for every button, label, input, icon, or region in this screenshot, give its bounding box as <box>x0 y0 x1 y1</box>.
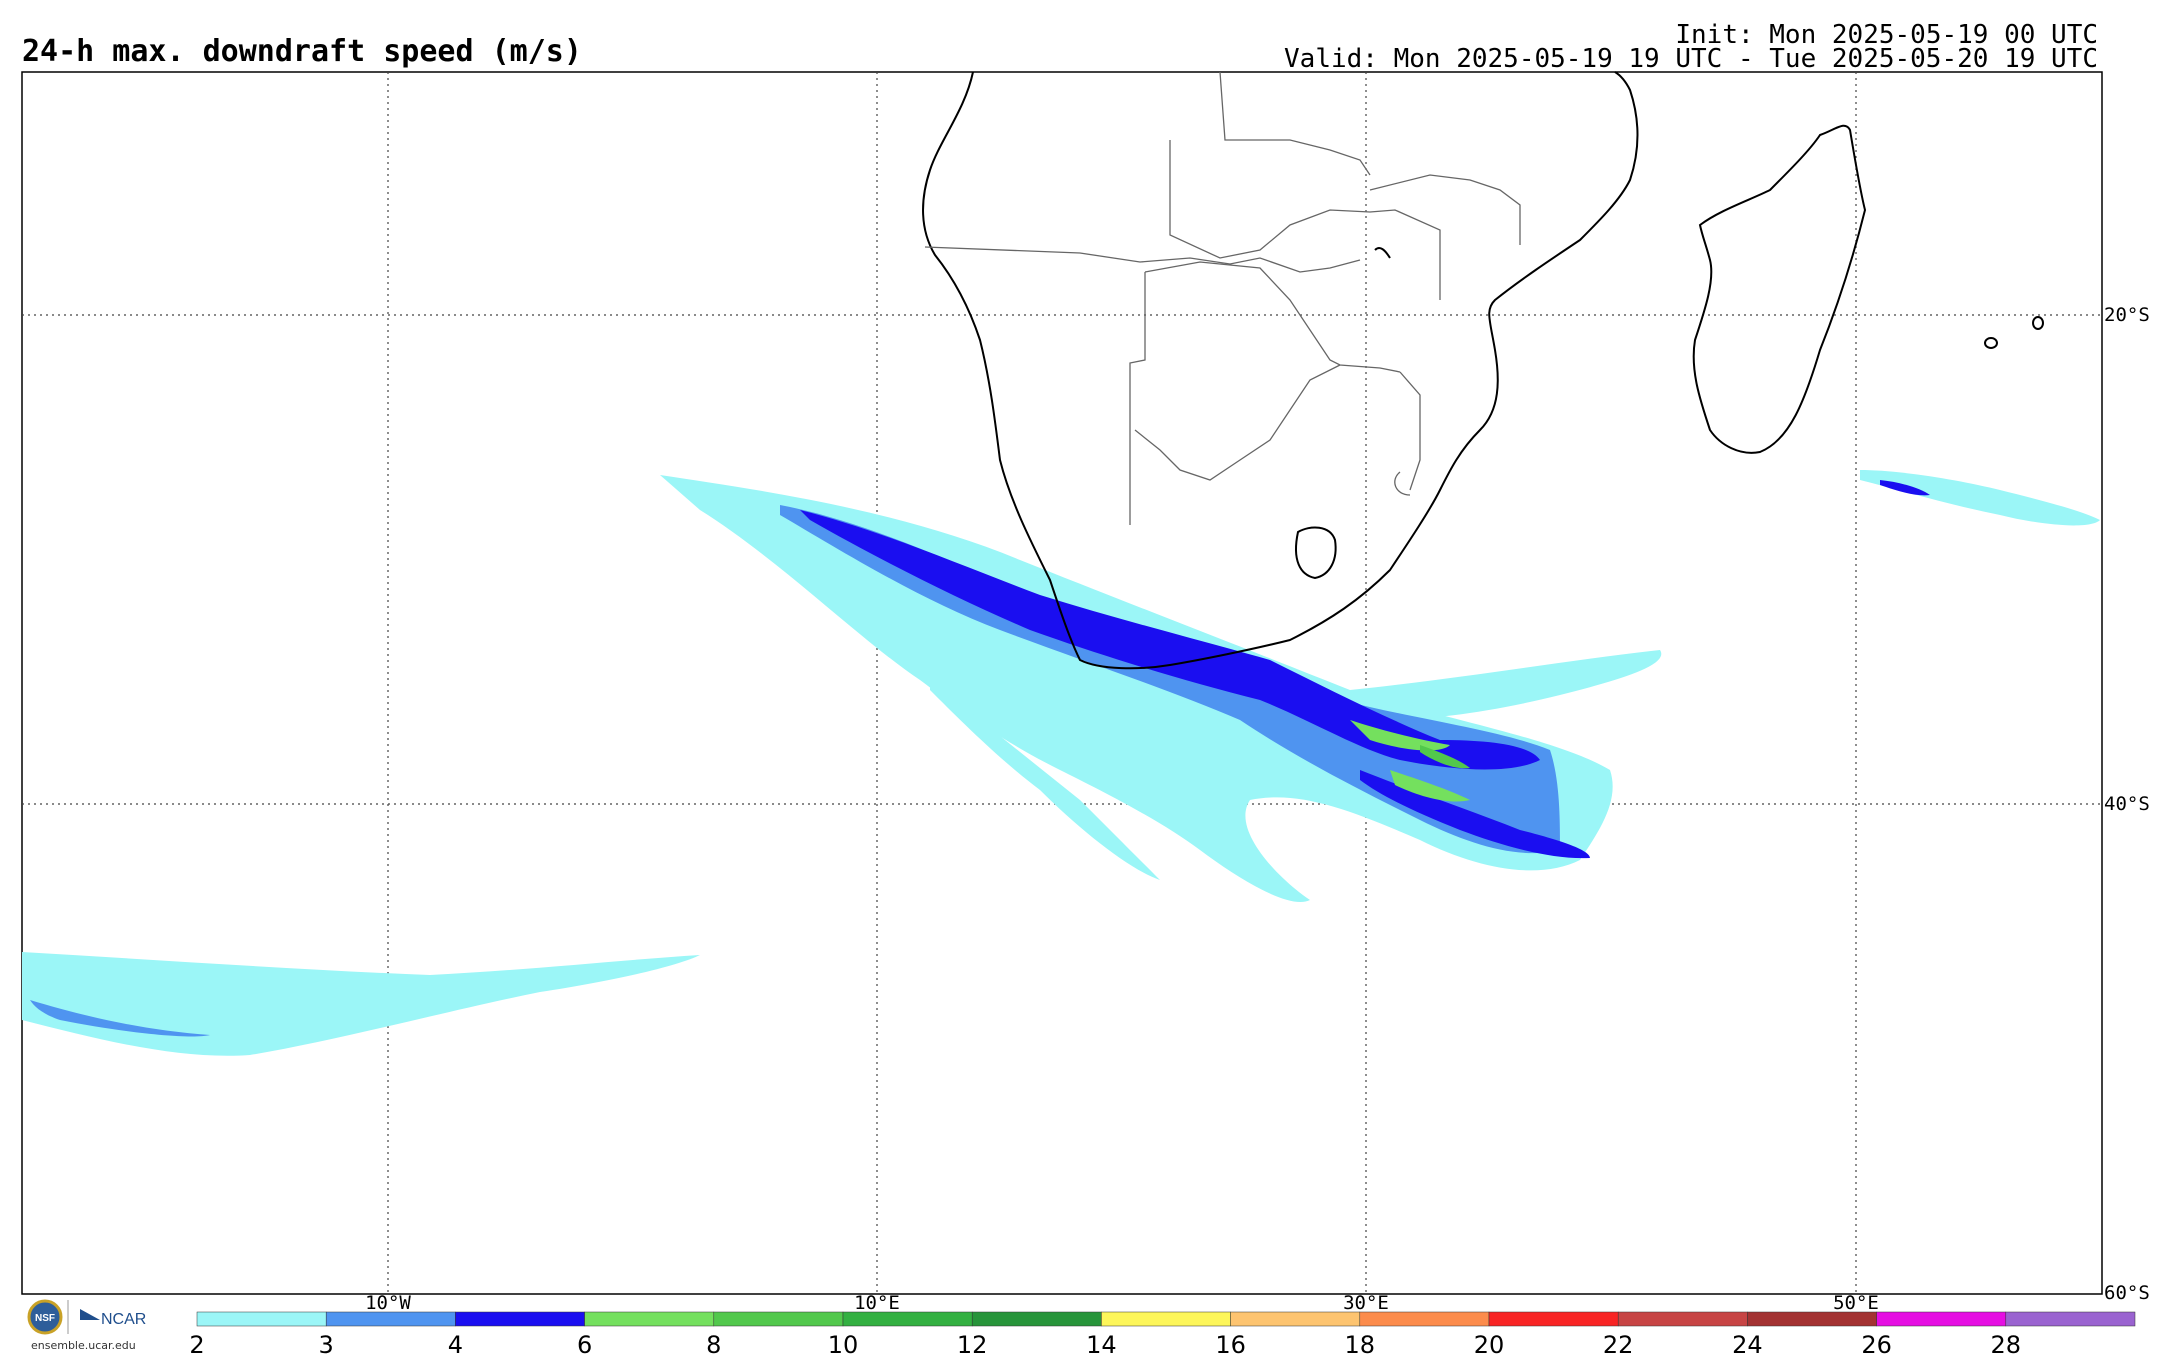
colorbar-swatch <box>1747 1311 1877 1327</box>
lon-label-30e: 30°E <box>1343 1292 1389 1314</box>
africa-coastline <box>922 71 1639 670</box>
colorbar-swatch <box>1488 1311 1619 1327</box>
nsf-logo: NSF <box>27 1299 63 1335</box>
colorbar-tick-label: 22 <box>1602 1331 1634 1359</box>
madagascar-coastline <box>1692 124 1867 454</box>
shade-sw-band-med <box>30 1000 210 1037</box>
colorbar-tick-label: 8 <box>706 1331 722 1359</box>
border-namibia-east <box>1129 272 1146 525</box>
colorbar-swatch <box>1617 1311 1748 1327</box>
colorbar-swatch <box>1230 1311 1361 1327</box>
border-drc-zambia <box>1219 71 1371 176</box>
colorbar-swatch <box>842 1311 973 1327</box>
nsf-text: NSF <box>35 1313 55 1324</box>
colorbar-tick-label: 4 <box>447 1331 464 1359</box>
reunion-island <box>1984 337 1998 349</box>
border-botswana-north <box>1144 261 1401 373</box>
shade-sw-band <box>22 952 700 1056</box>
border-eswatini <box>1394 471 1411 496</box>
nsf-seal <box>27 1299 63 1335</box>
shade-6-8-b <box>1390 770 1470 802</box>
colorbar-tick-label: 10 <box>827 1331 859 1359</box>
shade-2-3-tail <box>930 680 1160 880</box>
colorbar-swatch <box>584 1311 715 1327</box>
shade-6-8-a <box>1350 720 1450 751</box>
colorbar-swatch <box>196 1311 327 1327</box>
lon-label-50e: 50°E <box>1833 1292 1879 1314</box>
colorbar-tick-label: 12 <box>956 1331 988 1359</box>
shade-4-6 <box>800 510 1540 770</box>
colorbar-tick-label: 2 <box>189 1331 205 1359</box>
colorbar-tick-label: 14 <box>1086 1331 1117 1359</box>
border-angola-south <box>924 246 1361 273</box>
colorbar-tick-label: 6 <box>576 1331 593 1359</box>
lat-label-60s: 60°S <box>2104 1282 2150 1304</box>
shade-2-3-east <box>1350 650 1662 720</box>
colorbar-tick-label: 18 <box>1344 1331 1376 1359</box>
colorbar-swatch <box>713 1311 844 1327</box>
colorbar-tick-label: 20 <box>1473 1331 1505 1359</box>
shade-madagascar-e <box>1860 470 2100 526</box>
border-zambia <box>1169 140 1441 300</box>
colorbar-tick-label: 26 <box>1861 1331 1892 1359</box>
valid-time: Valid: Mon 2025-05-19 19 UTC - Tue 2025-… <box>1284 44 2098 74</box>
mauritius-island <box>2032 316 2044 330</box>
colorbar <box>196 1311 2136 1327</box>
colorbar-swatch <box>2005 1311 2136 1327</box>
border-mozambique-west <box>1399 371 1421 491</box>
init-time: Init: Mon 2025-05-19 00 UTC <box>1675 20 2098 50</box>
colorbar-swatch <box>455 1311 585 1327</box>
lesotho-outline <box>1295 526 1337 580</box>
colorbar-swatch <box>971 1311 1102 1327</box>
ncar-mark <box>80 1309 100 1320</box>
colorbar-swatch <box>325 1311 456 1327</box>
country-borders <box>924 71 1521 525</box>
lat-label-20s: 20°S <box>2104 304 2150 326</box>
colorbar-tick-label: 3 <box>318 1331 334 1359</box>
shade-8-10 <box>1420 745 1470 769</box>
ensemble-url: ensemble.ucar.edu <box>31 1339 136 1352</box>
border-botswana-south <box>1134 364 1341 481</box>
ncar-logo: NCAR <box>80 1309 146 1328</box>
lat-label-40s: 40°S <box>2104 793 2150 815</box>
lake-malawi <box>1374 247 1391 259</box>
colorbar-swatch <box>1359 1311 1490 1327</box>
lon-label-10e: 10°E <box>854 1292 900 1314</box>
colorbar-tick-label: 28 <box>1990 1331 2022 1359</box>
colorbar-swatch <box>1876 1311 2007 1327</box>
shade-madagascar-dark <box>1880 480 1930 496</box>
colorbar-swatch <box>1101 1311 1231 1327</box>
colorbar-tick-label: 16 <box>1215 1331 1246 1359</box>
ncar-text: NCAR <box>101 1311 146 1328</box>
colorbar-tick-label: 24 <box>1732 1331 1763 1359</box>
border-tanzania <box>1369 174 1521 245</box>
lon-label-10w: 10°W <box>365 1292 411 1314</box>
downdraft-field <box>22 470 2100 1056</box>
coastlines <box>922 71 2044 670</box>
map-title: 24-h max. downdraft speed (m/s) <box>22 34 582 69</box>
